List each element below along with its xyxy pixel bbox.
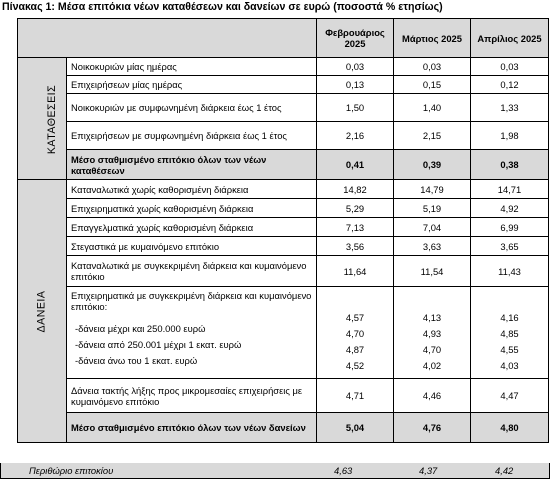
row-label: Καταναλωτικά χωρίς καθορισμένη διάρκεια: [66, 179, 317, 199]
row-label: Μέσο σταθμισμένο επιτόκιο όλων των νέων …: [66, 149, 317, 180]
cell-value: 4,57: [345, 312, 365, 323]
cell-value: 4,37: [419, 465, 438, 476]
cell-value: 0,39: [393, 149, 471, 180]
interest-margin-row: Περιθώριο επιτοκίου 4,63 4,37 4,42: [0, 463, 550, 479]
business-group-feb-cell: 4,57 4,70 4,87 4,52: [316, 286, 394, 379]
cell-value: 3,65: [470, 236, 549, 256]
sub-row-label: -δάνεια από 250.001 μέχρι 1 εκατ. ευρώ: [75, 339, 242, 350]
table-title: Πίνακας 1: Μέσα επιτόκια νέων καταθέσεων…: [2, 1, 443, 13]
cell-value: 0,15: [393, 75, 471, 94]
table-row: Επιχειρήσεων με συμφωνημένη διάρκεια έως…: [18, 121, 549, 150]
cell-value: 0,38: [470, 149, 549, 180]
cell-value: 4,92: [470, 198, 549, 218]
table-row: Επιχειρηματικά χωρίς καθορισμένη διάρκει…: [18, 198, 549, 218]
table-row: Επαγγελματικά χωρίς καθορισμένη διάρκεια…: [18, 217, 549, 237]
cell-value: 3,56: [316, 236, 394, 256]
row-label: Μέσο σταθμισμένο επιτόκιο όλων των νέων …: [66, 412, 317, 443]
business-group-mar-cell: 4,13 4,93 4,70 4,02: [393, 286, 471, 379]
cell-value: 11,43: [470, 255, 549, 287]
cell-value: 0,03: [393, 57, 471, 76]
cell-value: 0,13: [316, 75, 394, 94]
cell-value: 5,29: [316, 198, 394, 218]
row-label: Στεγαστικά με κυμαινόμενο επιτόκιο: [66, 236, 317, 256]
cell-value: 7,04: [393, 217, 471, 237]
cell-value: 4,16: [500, 312, 519, 323]
row-label: Νοικοκυριών μίας ημέρας: [66, 57, 317, 76]
cell-value: 0,12: [470, 75, 549, 94]
section-label-loans: ΔΑΝΕΙΑ: [35, 290, 48, 333]
col-header-apr: Απρίλιος 2025: [470, 18, 549, 58]
row-label: Καταναλωτικά με συγκεκριμένη διάρκεια κα…: [66, 255, 317, 287]
cell-value: 4,70: [422, 344, 442, 355]
cell-value: 4,87: [345, 344, 365, 355]
cell-value: 4,42: [495, 465, 514, 476]
cell-value: 1,33: [470, 93, 549, 122]
row-label: Δάνεια τακτής λήξης προς μικρομεσαίες επ…: [66, 378, 317, 413]
cell-value: 4,47: [470, 378, 549, 413]
col-header-feb: Φεβρουάριος 2025: [316, 18, 394, 58]
cell-value: 1,98: [470, 121, 549, 150]
row-label: Επαγγελματικά χωρίς καθορισμένη διάρκεια: [66, 217, 317, 237]
cell-value: 6,99: [470, 217, 549, 237]
cell-value: 11,64: [316, 255, 394, 287]
table-row: Καταναλωτικά με συγκεκριμένη διάρκεια κα…: [18, 255, 549, 287]
table-row: Στεγαστικά με κυμαινόμενο επιτόκιο 3,56 …: [18, 236, 549, 256]
col-header-mar: Μάρτιος 2025: [393, 18, 471, 58]
table-row: ΔΑΝΕΙΑ Καταναλωτικά χωρίς καθορισμένη δι…: [17, 179, 549, 443]
table-row: Επιχειρήσεων μίας ημέρας 0,13 0,15 0,12: [18, 75, 549, 94]
table-row: Νοικοκυριών με συμφωνημένη διάρκεια έως …: [18, 93, 549, 122]
cell-value: 4,52: [345, 360, 365, 371]
business-group-cell: Επιχειρηματικά με συγκεκριμένη διάρκεια …: [66, 286, 317, 379]
cell-value: 4,80: [470, 412, 549, 443]
section-loans: ΔΑΝΕΙΑ: [17, 179, 67, 443]
table-header-row: Φεβρουάριος 2025 Μάρτιος 2025 Απρίλιος 2…: [17, 18, 549, 58]
cell-value: 1,40: [393, 93, 471, 122]
cell-value: 4,13: [422, 312, 442, 323]
cell-value: 4,85: [500, 328, 519, 339]
cell-value: 14,71: [470, 179, 549, 199]
sub-row-label: -δάνεια μέχρι και 250.000 ευρώ: [75, 323, 206, 334]
section-deposits: ΚΑΤΑΘΕΣΕΙΣ: [17, 57, 67, 180]
cell-value: 11,54: [393, 255, 471, 287]
row-label: Νοικοκυριών με συμφωνημένη διάρκεια έως …: [66, 93, 317, 122]
row-label: Επιχειρήσεων μίας ημέρας: [66, 75, 317, 94]
business-group-apr-cell: 4,16 4,85 4,55 4,03: [470, 286, 549, 379]
cell-value: 0,03: [470, 57, 549, 76]
cell-value: 4,63: [334, 465, 353, 476]
table-row: ΚΑΤΑΘΕΣΕΙΣ Νοικοκυριών μίας ημέρας 0,03 …: [17, 57, 549, 180]
header-blank-cell: [17, 18, 317, 58]
cell-value: 4,55: [500, 344, 519, 355]
cell-value: 5,19: [393, 198, 471, 218]
loans-average-row: Μέσο σταθμισμένο επιτόκιο όλων των νέων …: [18, 412, 549, 443]
cell-value: 4,71: [316, 378, 394, 413]
cell-value: 7,13: [316, 217, 394, 237]
section-label-deposits: ΚΑΤΑΘΕΣΕΙΣ: [46, 84, 59, 154]
cell-value: 5,04: [316, 412, 394, 443]
cell-value: 4,03: [500, 360, 519, 371]
business-group-label: Επιχειρηματικά με συγκεκριμένη διάρκεια …: [71, 290, 312, 312]
cell-value: 4,46: [393, 378, 471, 413]
cell-value: 0,41: [316, 149, 394, 180]
sub-row-label: -δάνεια άνω του 1 εκατ. ευρώ: [75, 355, 198, 366]
cell-value: 3,63: [393, 236, 471, 256]
table-row: Δάνεια τακτής λήξης προς μικρομεσαίες επ…: [18, 378, 549, 413]
rates-table: Φεβρουάριος 2025 Μάρτιος 2025 Απρίλιος 2…: [17, 18, 549, 443]
cell-value: 4,76: [393, 412, 471, 443]
deposits-average-row: Μέσο σταθμισμένο επιτόκιο όλων των νέων …: [18, 149, 549, 180]
business-loans-group-row: Επιχειρηματικά με συγκεκριμένη διάρκεια …: [18, 286, 549, 379]
cell-value: 4,93: [422, 328, 442, 339]
row-label: Επιχειρήσεων με συμφωνημένη διάρκεια έως…: [66, 121, 317, 150]
cell-value: 1,50: [316, 93, 394, 122]
row-label: Επιχειρηματικά χωρίς καθορισμένη διάρκει…: [66, 198, 317, 218]
cell-value: 14,79: [393, 179, 471, 199]
cell-value: 2,15: [393, 121, 471, 150]
cell-value: 4,70: [345, 328, 365, 339]
cell-value: 0,03: [316, 57, 394, 76]
cell-value: 2,16: [316, 121, 394, 150]
row-label: Περιθώριο επιτοκίου: [29, 465, 114, 476]
cell-value: 14,82: [316, 179, 394, 199]
cell-value: 4,02: [422, 360, 442, 371]
